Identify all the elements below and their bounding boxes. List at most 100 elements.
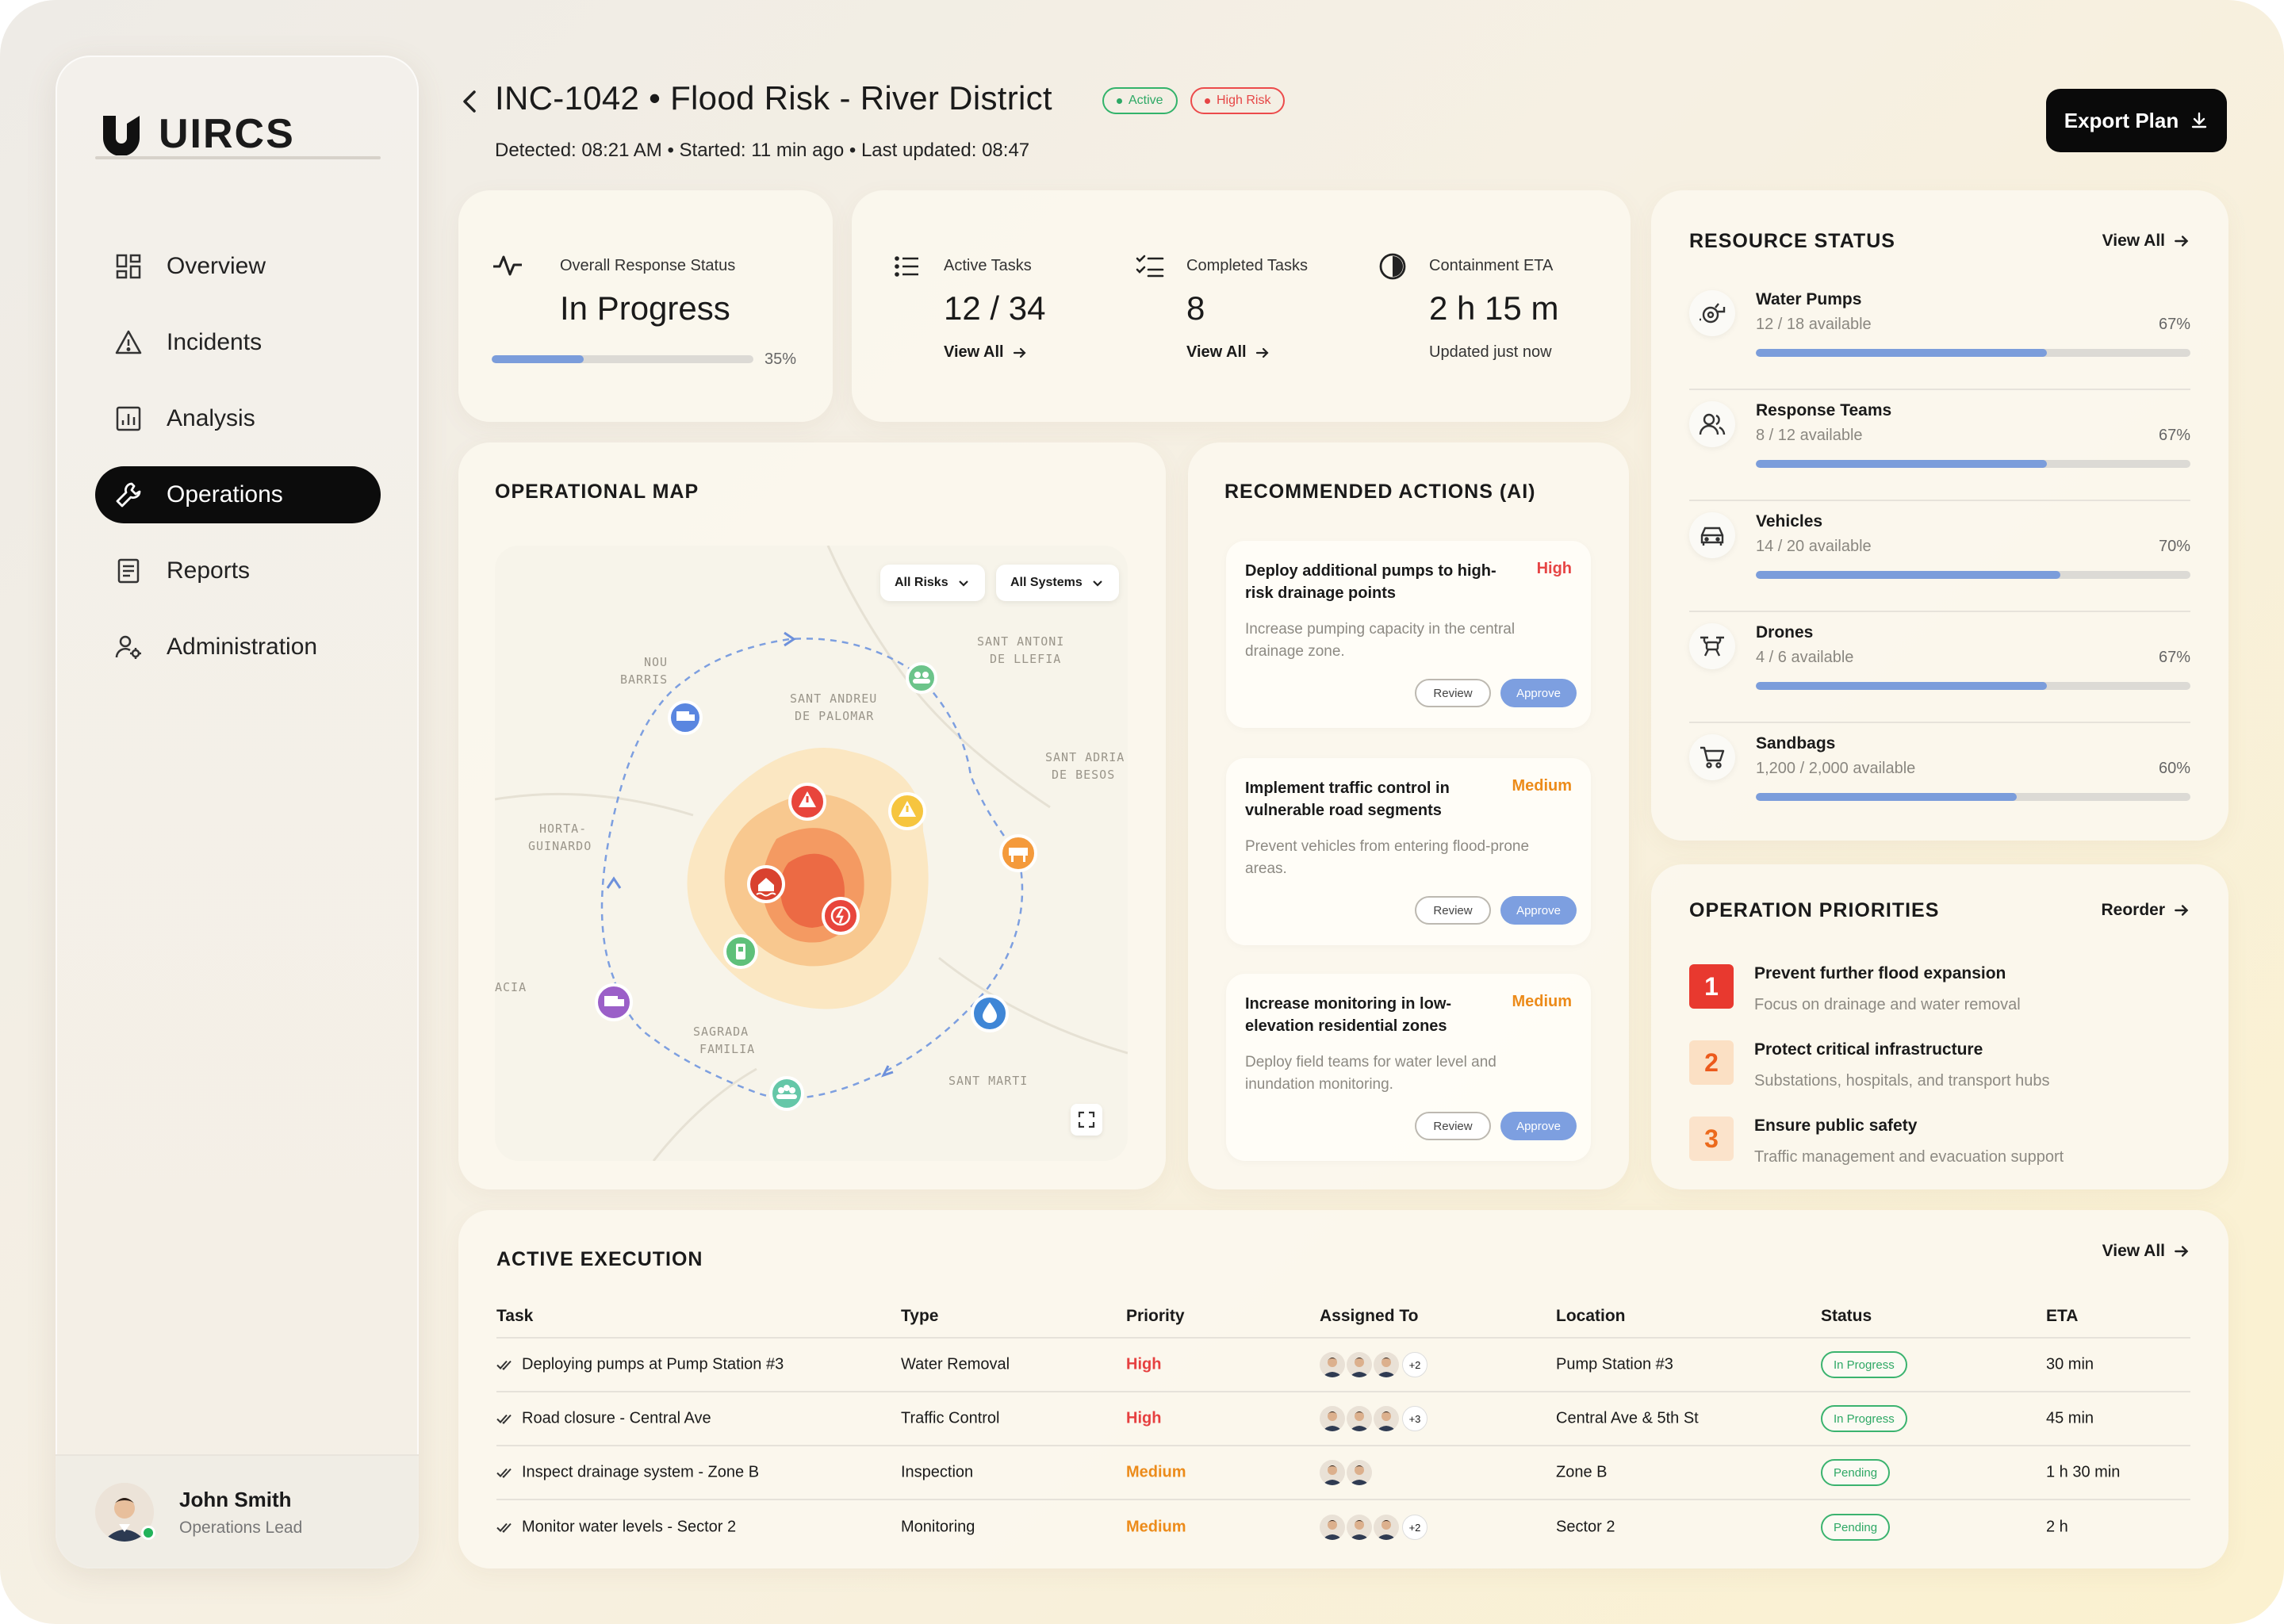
task-priority: Medium [1126, 1463, 1186, 1481]
incident-timeline: Detected: 08:21 AM • Started: 11 min ago… [495, 140, 1030, 161]
task-type: Inspection [901, 1463, 974, 1481]
resource-available: 12 / 18 available [1756, 316, 1872, 333]
view-all-completed-tasks-link[interactable]: View All [1186, 343, 1393, 362]
approve-button[interactable]: Approve [1500, 1112, 1577, 1140]
column-header-status[interactable]: Status [1821, 1307, 1872, 1325]
divider [1689, 611, 2190, 612]
ai-actions-title: RECOMMENDED ACTIONS (AI) [1224, 481, 1536, 503]
marker-power-red[interactable] [822, 897, 860, 935]
arrow-right-icon [2175, 905, 2189, 916]
marker-team-green[interactable] [906, 662, 937, 694]
column-header-assigned[interactable]: Assigned To [1320, 1307, 1419, 1325]
more-assignees-count: +2 [1402, 1352, 1428, 1377]
action-card: Deploy additional pumps to high-risk dra… [1226, 541, 1591, 728]
column-header-task[interactable]: Task [496, 1307, 534, 1325]
marker-truck-purple[interactable] [595, 983, 633, 1021]
arrow-right-icon [1013, 347, 1026, 358]
table-row[interactable]: Monitor water levels - Sector 2 Monitori… [496, 1500, 2190, 1554]
review-button[interactable]: Review [1415, 679, 1491, 707]
kpi-value: 2 h 15 m [1429, 289, 1559, 327]
checklist-icon [1136, 255, 1164, 278]
double-check-icon [496, 1414, 512, 1424]
marker-flood-red[interactable] [747, 865, 785, 903]
reorder-link[interactable]: Reorder [2101, 901, 2190, 920]
execution-view-all-link[interactable]: View All [2102, 1242, 2190, 1261]
column-header-priority[interactable]: Priority [1126, 1307, 1185, 1325]
task-priority: High [1126, 1409, 1162, 1427]
priority-item[interactable]: 1 Prevent further flood expansion Focus … [1689, 964, 2197, 1020]
marker-sensor-green[interactable] [723, 934, 758, 969]
status-dot [1117, 98, 1122, 104]
resource-progress-bar [1756, 460, 2190, 468]
cart-icon [1700, 746, 1725, 768]
table-row[interactable]: Inspect drainage system - Zone B Inspect… [496, 1446, 2190, 1500]
table-row[interactable]: Road closure - Central Ave Traffic Contr… [496, 1392, 2190, 1446]
kpi-label: Containment ETA [1429, 257, 1554, 274]
resource-row-drones[interactable]: Drones 4 / 6 available 67% [1689, 612, 2190, 723]
review-button[interactable]: Review [1415, 896, 1491, 925]
map-label-sagrada-familia: FAMILIA [699, 1042, 755, 1056]
divider [1689, 722, 2190, 723]
action-title: Deploy additional pumps to high-risk dra… [1245, 562, 1496, 602]
assignee-avatars[interactable]: +2 [1320, 1352, 1428, 1377]
approve-button[interactable]: Approve [1500, 896, 1577, 925]
column-header-eta[interactable]: ETA [2046, 1307, 2079, 1325]
column-header-type[interactable]: Type [901, 1307, 939, 1325]
marker-warning-red[interactable] [788, 783, 826, 821]
action-title: Increase monitoring in low-elevation res… [1245, 995, 1452, 1035]
sidebar-item-operations[interactable]: Operations [95, 466, 381, 523]
approve-button[interactable]: Approve [1500, 679, 1577, 707]
filter-label: All Risks [895, 576, 948, 589]
review-button[interactable]: Review [1415, 1112, 1491, 1140]
marker-water-blue[interactable] [971, 994, 1009, 1032]
filter-all-systems[interactable]: All Systems [996, 565, 1119, 601]
action-card: Implement traffic control in vulnerable … [1226, 758, 1591, 945]
sidebar-item-reports[interactable]: Reports [95, 542, 381, 599]
view-all-active-tasks-link[interactable]: View All [944, 343, 1150, 362]
assignee-avatars[interactable]: +2 [1320, 1515, 1428, 1540]
warning-icon [115, 330, 142, 354]
marker-warning-yellow[interactable] [888, 792, 926, 830]
sidebar-item-incidents[interactable]: Incidents [95, 314, 381, 371]
back-chevron-icon[interactable] [458, 86, 481, 117]
filter-all-risks[interactable]: All Risks [880, 565, 985, 601]
marker-team-teal[interactable] [769, 1076, 804, 1111]
resource-row-response-teams[interactable]: Response Teams 8 / 12 available 67% [1689, 390, 2190, 501]
marker-barrier-orange[interactable] [999, 834, 1037, 872]
assignee-avatars[interactable]: +3 [1320, 1406, 1428, 1431]
avatar [1374, 1406, 1399, 1431]
sidebar-item-administration[interactable]: Administration [95, 619, 381, 676]
assignee-avatars[interactable] [1320, 1460, 1374, 1485]
task-priority: High [1126, 1355, 1162, 1373]
expand-map-button[interactable] [1071, 1104, 1102, 1136]
chart-icon [116, 406, 141, 431]
marker-truck-blue[interactable] [668, 700, 703, 735]
column-header-location[interactable]: Location [1556, 1307, 1626, 1325]
priority-item[interactable]: 2 Protect critical infrastructure Substa… [1689, 1040, 2197, 1096]
route-arrow-top-icon [784, 631, 796, 647]
priority-description: Substations, hospitals, and transport hu… [1754, 1072, 2050, 1090]
link-label: View All [2102, 1242, 2165, 1260]
map-label-sant-adria: DE BESOS [1052, 768, 1115, 782]
priority-description: Traffic management and evacuation suppor… [1754, 1148, 2064, 1166]
resource-row-vehicles[interactable]: Vehicles 14 / 20 available 70% [1689, 501, 2190, 612]
map-label-horta: GUINARDO [528, 839, 592, 853]
resource-view-all-link[interactable]: View All [2102, 232, 2190, 251]
action-description: Prevent vehicles from entering flood-pro… [1245, 838, 1530, 877]
map-canvas[interactable]: NOU BARRIS SANT ANTONI DE LLEFIA SANT AN… [495, 546, 1128, 1161]
avatar [1347, 1460, 1372, 1485]
sidebar-item-analysis[interactable]: Analysis [95, 390, 381, 447]
priority-item[interactable]: 3 Ensure public safety Traffic managemen… [1689, 1116, 2197, 1172]
status-badge: Pending [1821, 1514, 1891, 1541]
table-row[interactable]: Deploying pumps at Pump Station #3 Water… [496, 1339, 2190, 1392]
map-svg[interactable]: NOU BARRIS SANT ANTONI DE LLEFIA SANT AN… [495, 546, 1128, 1161]
sidebar-item-overview[interactable]: Overview [95, 238, 381, 295]
user-profile[interactable]: John Smith Operations Lead [56, 1454, 419, 1568]
table-header: Task Type Priority Assigned To Location … [496, 1299, 2190, 1339]
resource-row-water-pumps[interactable]: Water Pumps 12 / 18 available 67% [1689, 279, 2190, 390]
resource-row-sandbags[interactable]: Sandbags 1,200 / 2,000 available 60% [1689, 723, 2190, 834]
report-icon [117, 558, 140, 584]
avatar [1374, 1515, 1399, 1540]
team-icon [1699, 413, 1726, 435]
export-plan-button[interactable]: Export Plan [2046, 89, 2227, 152]
